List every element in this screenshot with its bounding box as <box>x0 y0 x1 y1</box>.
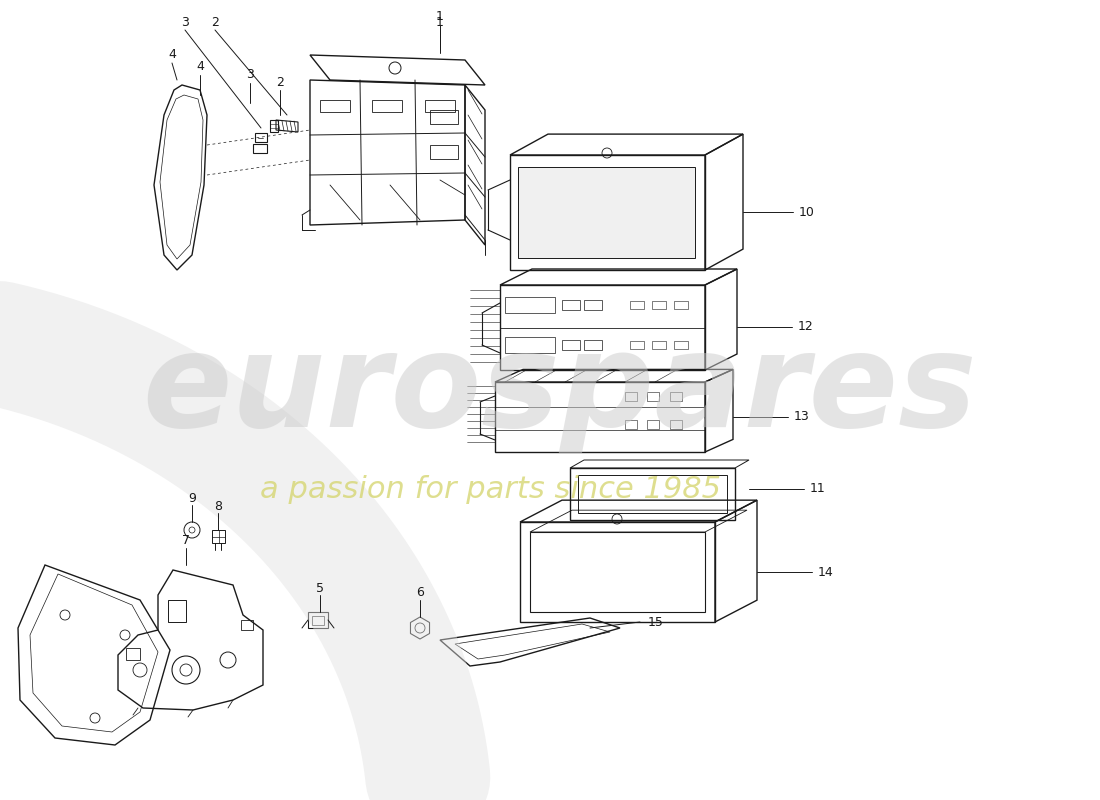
Text: 6: 6 <box>416 586 424 599</box>
Bar <box>530 532 705 612</box>
Text: 4: 4 <box>196 61 204 74</box>
Text: 7: 7 <box>182 534 190 546</box>
Bar <box>570 468 735 520</box>
Text: 13: 13 <box>794 410 810 423</box>
Bar <box>584 340 602 350</box>
Bar <box>625 420 637 429</box>
Bar <box>670 392 682 401</box>
Bar <box>625 392 637 401</box>
Bar <box>578 475 727 513</box>
Text: a passion for parts since 1985: a passion for parts since 1985 <box>260 475 720 505</box>
Text: 4: 4 <box>168 49 176 62</box>
Text: 2: 2 <box>276 77 284 90</box>
Bar <box>253 144 267 153</box>
Text: 3: 3 <box>246 69 254 82</box>
Bar <box>212 530 226 543</box>
Text: 14: 14 <box>818 566 834 578</box>
Text: 5: 5 <box>316 582 324 594</box>
Text: 3: 3 <box>182 15 189 29</box>
Bar <box>425 100 455 112</box>
Text: 8: 8 <box>214 499 222 513</box>
Text: 12: 12 <box>798 321 814 334</box>
Bar <box>168 600 186 622</box>
Bar <box>430 145 458 159</box>
Text: 1: 1 <box>436 17 444 30</box>
Text: 10: 10 <box>799 206 815 218</box>
Bar <box>312 616 324 625</box>
Bar <box>674 341 688 349</box>
Bar <box>652 301 666 309</box>
Bar <box>562 340 580 350</box>
Bar <box>255 133 267 142</box>
Bar <box>652 341 666 349</box>
Bar <box>518 167 695 258</box>
Text: 2: 2 <box>211 15 219 29</box>
Text: 15: 15 <box>648 615 664 629</box>
Bar <box>630 341 644 349</box>
Bar <box>674 301 688 309</box>
Bar <box>430 110 458 124</box>
Bar <box>241 620 253 630</box>
Bar <box>505 337 556 353</box>
Text: 9: 9 <box>188 491 196 505</box>
Bar <box>670 420 682 429</box>
Text: 1: 1 <box>436 10 444 23</box>
Bar <box>505 297 556 313</box>
Bar <box>647 420 659 429</box>
Bar <box>630 301 644 309</box>
Text: 11: 11 <box>810 482 826 495</box>
Bar <box>372 100 402 112</box>
Bar <box>270 120 278 132</box>
Bar <box>320 100 350 112</box>
Bar <box>647 392 659 401</box>
Bar <box>308 612 328 628</box>
Text: eurospares: eurospares <box>143 326 978 454</box>
Bar <box>584 300 602 310</box>
Bar <box>562 300 580 310</box>
Bar <box>126 648 140 660</box>
